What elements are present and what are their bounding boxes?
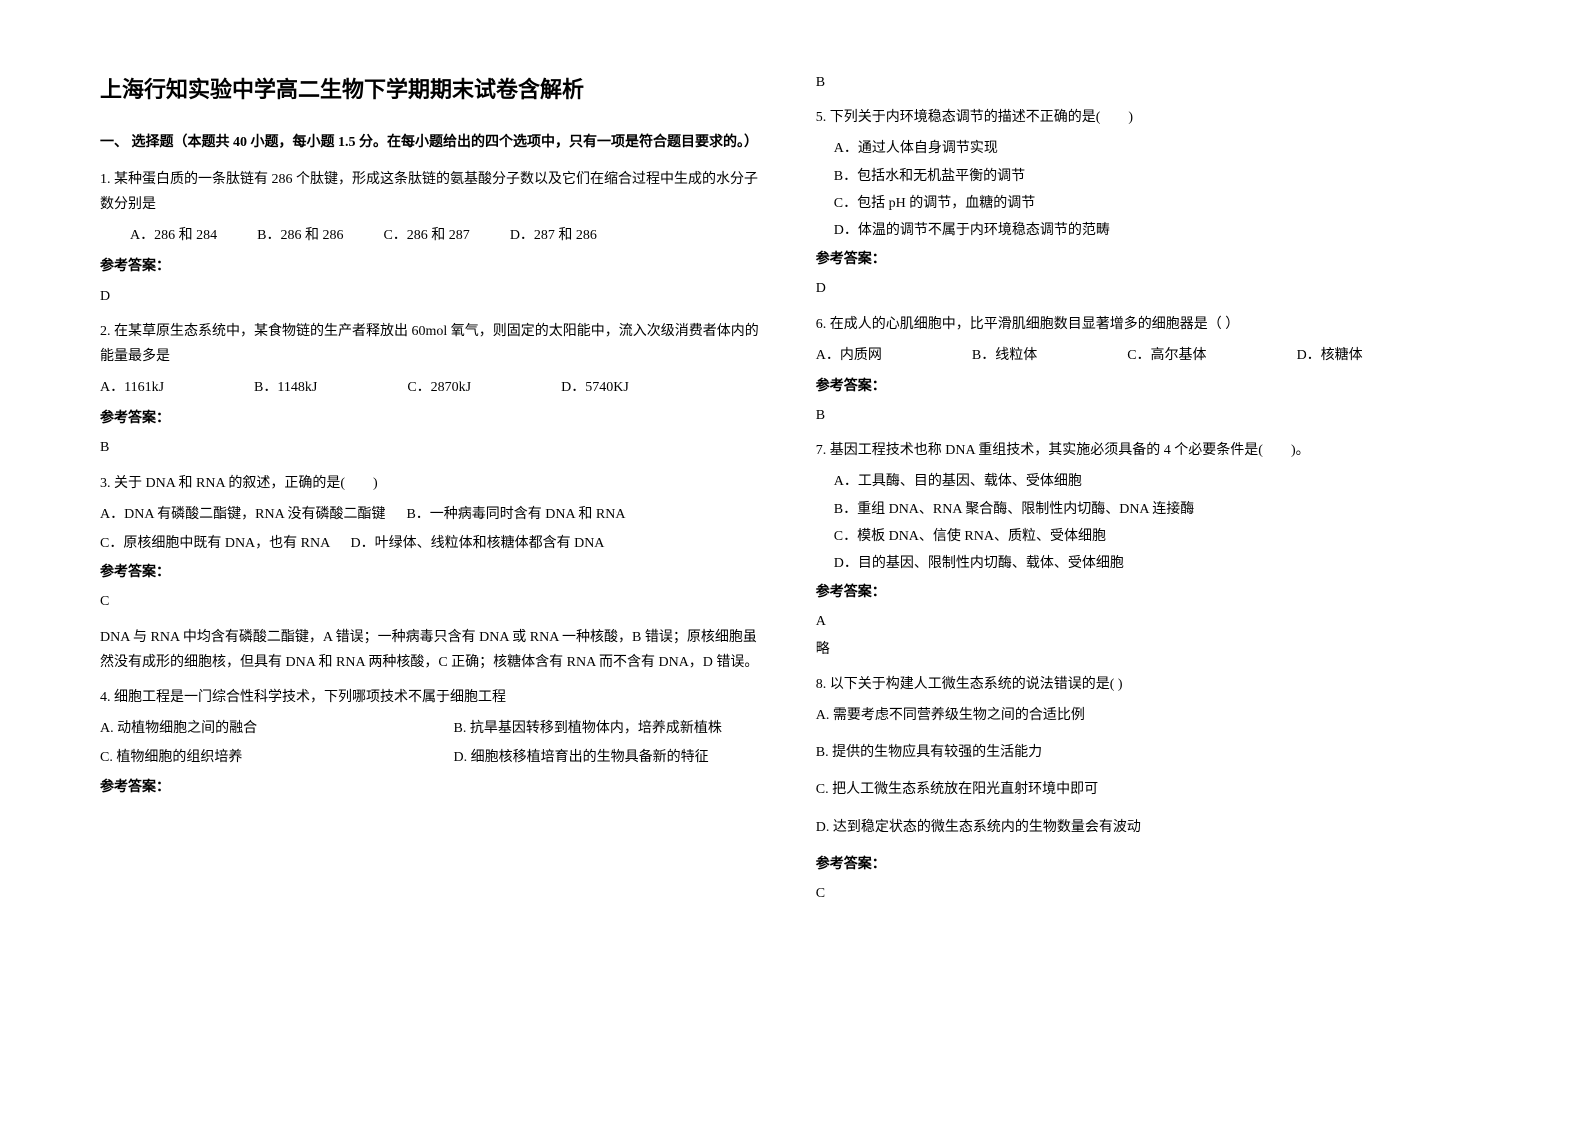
answer: B	[100, 435, 766, 460]
question-8: 8. 以下关于构建人工微生态系统的说法错误的是( ) A. 需要考虑不同营养级生…	[816, 672, 1482, 906]
options-row2: C．原核细胞中既有 DNA，也有 RNA D．叶绿体、线粒体和核糖体都含有 DN…	[100, 531, 766, 556]
answer-label: 参考答案：	[100, 775, 766, 800]
left-column: 上海行知实验中学高二生物下学期期末试卷含解析 一、 选择题（本题共 40 小题，…	[100, 70, 766, 1052]
explanation: DNA 与 RNA 中均含有磷酸二酯键，A 错误；一种病毒只含有 DNA 或 R…	[100, 625, 766, 675]
question-6: 6. 在成人的心肌细胞中，比平滑肌细胞数目显著增多的细胞器是（ ） A．内质网 …	[816, 312, 1482, 429]
answer-label: 参考答案：	[816, 374, 1482, 399]
option-d: D. 达到稳定状态的微生态系统内的生物数量会有波动	[816, 815, 1482, 840]
right-column: B 5. 下列关于内环境稳态调节的描述不正确的是( ) A．通过人体自身调节实现…	[816, 70, 1482, 1052]
option-c: C. 植物细胞的组织培养	[100, 745, 450, 770]
section-header: 一、 选择题（本题共 40 小题，每小题 1.5 分。在每小题给出的四个选项中，…	[100, 130, 766, 155]
option-a: A. 动植物细胞之间的融合	[100, 716, 450, 741]
answer-label: 参考答案：	[816, 247, 1482, 272]
answer: D	[100, 284, 766, 309]
options-row2: C. 植物细胞的组织培养 D. 细胞核移植培育出的生物具备新的特征	[100, 745, 766, 770]
question-text: 2. 在某草原生态系统中，某食物链的生产者释放出 60mol 氧气，则固定的太阳…	[100, 319, 766, 369]
option-c: C．286 和 287	[383, 223, 469, 248]
options-row1: A. 动植物细胞之间的融合 B. 抗旱基因转移到植物体内，培养成新植株	[100, 716, 766, 741]
answer: B	[816, 403, 1482, 428]
question-1: 1. 某种蛋白质的一条肽链有 286 个肽键，形成这条肽链的氨基酸分子数以及它们…	[100, 167, 766, 309]
answer-q4: B	[816, 70, 1482, 95]
option-c: C. 把人工微生态系统放在阳光直射环境中即可	[816, 777, 1482, 802]
option-a: A．工具酶、目的基因、载体、受体细胞	[816, 469, 1482, 494]
option-a: A．通过人体自身调节实现	[816, 136, 1482, 161]
option-b: B．线粒体	[972, 343, 1037, 368]
option-b: B．一种病毒同时含有 DNA 和 RNA	[406, 507, 625, 522]
page-title: 上海行知实验中学高二生物下学期期末试卷含解析	[100, 70, 766, 110]
option-d: D．5740KJ	[561, 375, 629, 400]
question-7: 7. 基因工程技术也称 DNA 重组技术，其实施必须具备的 4 个必要条件是( …	[816, 438, 1482, 662]
option-d: D．核糖体	[1297, 343, 1363, 368]
question-text: 8. 以下关于构建人工微生态系统的说法错误的是( )	[816, 672, 1482, 697]
option-d: D．287 和 286	[510, 223, 597, 248]
answer: C	[100, 589, 766, 614]
option-b: B．1148kJ	[254, 375, 317, 400]
question-text: 5. 下列关于内环境稳态调节的描述不正确的是( )	[816, 105, 1482, 130]
question-3: 3. 关于 DNA 和 RNA 的叙述，正确的是( ) A．DNA 有磷酸二酯键…	[100, 471, 766, 675]
option-d: D. 细胞核移植培育出的生物具备新的特征	[454, 750, 709, 765]
options-row1: A．DNA 有磷酸二酯键，RNA 没有磷酸二酯键 B．一种病毒同时含有 DNA …	[100, 502, 766, 527]
answer-label: 参考答案：	[816, 852, 1482, 877]
option-c: C．2870kJ	[407, 375, 471, 400]
question-5: 5. 下列关于内环境稳态调节的描述不正确的是( ) A．通过人体自身调节实现 B…	[816, 105, 1482, 301]
answer: A	[816, 609, 1482, 634]
question-text: 7. 基因工程技术也称 DNA 重组技术，其实施必须具备的 4 个必要条件是( …	[816, 438, 1482, 463]
option-d: D．体温的调节不属于内环境稳态调节的范畴	[816, 218, 1482, 243]
question-text: 4. 细胞工程是一门综合性科学技术，下列哪项技术不属于细胞工程	[100, 685, 766, 710]
option-d: D．叶绿体、线粒体和核糖体都含有 DNA	[350, 536, 604, 551]
option-b: B. 提供的生物应具有较强的生活能力	[816, 740, 1482, 765]
option-a: A．DNA 有磷酸二酯键，RNA 没有磷酸二酯键	[100, 507, 385, 522]
option-c: C．模板 DNA、信使 RNA、质粒、受体细胞	[816, 524, 1482, 549]
option-b: B．286 和 286	[257, 223, 343, 248]
option-a: A．286 和 284	[130, 223, 217, 248]
option-b: B．包括水和无机盐平衡的调节	[816, 164, 1482, 189]
question-text: 1. 某种蛋白质的一条肽链有 286 个肽键，形成这条肽链的氨基酸分子数以及它们…	[100, 167, 766, 217]
answer: C	[816, 881, 1482, 906]
options: A．1161kJ B．1148kJ C．2870kJ D．5740KJ	[100, 375, 766, 400]
question-4: 4. 细胞工程是一门综合性科学技术，下列哪项技术不属于细胞工程 A. 动植物细胞…	[100, 685, 766, 800]
option-d: D．目的基因、限制性内切酶、载体、受体细胞	[816, 551, 1482, 576]
option-a: A．内质网	[816, 343, 882, 368]
answer-label: 参考答案：	[100, 254, 766, 279]
option-b: B. 抗旱基因转移到植物体内，培养成新植株	[454, 721, 722, 736]
option-c: C．原核细胞中既有 DNA，也有 RNA	[100, 536, 329, 551]
explanation: 略	[816, 637, 1482, 662]
options: A．内质网 B．线粒体 C．高尔基体 D．核糖体	[816, 343, 1482, 368]
option-a: A. 需要考虑不同营养级生物之间的合适比例	[816, 703, 1482, 728]
options: A．286 和 284 B．286 和 286 C．286 和 287 D．28…	[100, 223, 766, 248]
question-text: 3. 关于 DNA 和 RNA 的叙述，正确的是( )	[100, 471, 766, 496]
question-text: 6. 在成人的心肌细胞中，比平滑肌细胞数目显著增多的细胞器是（ ）	[816, 312, 1482, 337]
answer: D	[816, 276, 1482, 301]
option-c: C．高尔基体	[1127, 343, 1206, 368]
option-a: A．1161kJ	[100, 375, 164, 400]
option-c: C．包括 pH 的调节，血糖的调节	[816, 191, 1482, 216]
option-b: B．重组 DNA、RNA 聚合酶、限制性内切酶、DNA 连接酶	[816, 497, 1482, 522]
answer-label: 参考答案：	[816, 580, 1482, 605]
question-2: 2. 在某草原生态系统中，某食物链的生产者释放出 60mol 氧气，则固定的太阳…	[100, 319, 766, 461]
answer-label: 参考答案：	[100, 406, 766, 431]
answer-label: 参考答案：	[100, 560, 766, 585]
